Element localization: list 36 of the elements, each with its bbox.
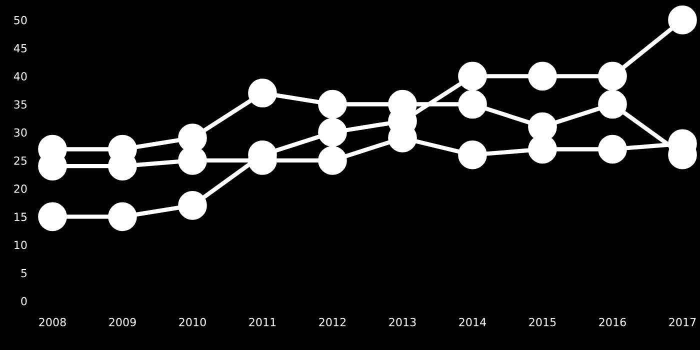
y-tick-label: 45 — [14, 44, 27, 52]
x-tick-label: 2013 — [389, 318, 416, 326]
x-tick-label: 2010 — [179, 318, 206, 326]
point — [598, 134, 627, 164]
x-tick-label: 2011 — [249, 318, 276, 326]
y-tick-label: 35 — [14, 100, 27, 109]
y-tick-label: 5 — [21, 269, 27, 278]
point — [668, 6, 697, 34]
point — [318, 118, 347, 147]
point — [458, 140, 487, 170]
y-tick-label: 15 — [14, 212, 27, 222]
point — [248, 78, 277, 108]
point — [598, 90, 627, 119]
x-tick-label: 2008 — [39, 318, 66, 326]
y-tick-label: 10 — [14, 240, 27, 250]
point — [108, 202, 137, 232]
point — [598, 62, 627, 91]
point — [178, 191, 207, 220]
point — [38, 202, 67, 232]
point — [458, 62, 487, 91]
point — [458, 90, 487, 119]
y-tick-label: 40 — [14, 72, 27, 81]
y-tick-label: 20 — [14, 184, 27, 193]
x-tick-label: 2017 — [669, 318, 696, 326]
x-tick-label: 2012 — [319, 318, 346, 326]
y-tick-label: 0 — [21, 296, 27, 306]
point — [318, 90, 347, 119]
y-tick-label: 25 — [14, 156, 27, 165]
x-tick-label: 2009 — [109, 318, 136, 326]
y-tick-label: 30 — [14, 128, 27, 137]
x-tick-label: 2014 — [459, 318, 486, 326]
x-tick-label: 2016 — [599, 318, 626, 326]
point — [528, 62, 557, 91]
y-tick-label: 50 — [14, 16, 27, 24]
x-tick-label: 2015 — [529, 318, 556, 326]
point — [318, 146, 347, 175]
